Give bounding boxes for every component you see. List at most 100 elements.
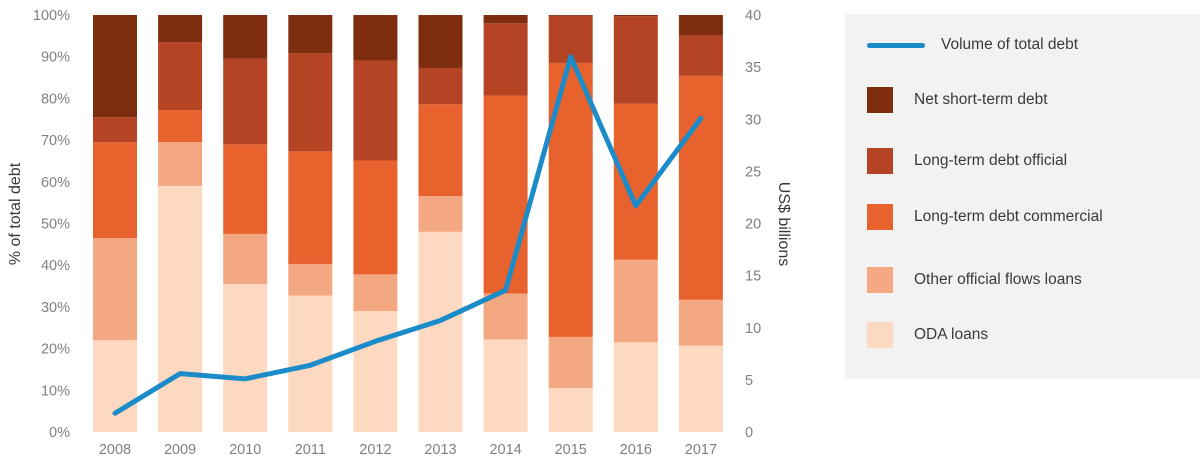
left-tick-label: 60% [41, 175, 70, 191]
bar-segment-2016-3 [613, 16, 658, 104]
right-tick-label: 0 [745, 425, 753, 441]
left-tick-label: 50% [41, 217, 70, 233]
x-tick-label: 2016 [620, 442, 652, 458]
bar-segment-2010-4 [223, 15, 268, 59]
bar-segment-2013-4 [418, 15, 463, 68]
bar-segment-2011-1 [288, 263, 333, 296]
bar-segment-2013-0 [418, 231, 463, 432]
legend-item-lt-commercial: Long-term debt commercial [867, 204, 1103, 230]
legend-swatch-oof-loans [867, 267, 893, 293]
bar-segment-2017-0 [678, 345, 723, 432]
x-tick-label: 2015 [555, 442, 587, 458]
left-tick-label: 100% [33, 8, 70, 24]
right-tick-label: 25 [745, 164, 761, 180]
x-tick-label: 2013 [424, 442, 456, 458]
x-tick-label: 2012 [359, 442, 391, 458]
chart: 0% 10% 20% 30% 40% 50% 60% 70% 80% 90% 100% 0 5 10 15 2… [7, 8, 792, 458]
x-tick-label: 2017 [685, 442, 717, 458]
bar-segment-2008-3 [93, 117, 137, 143]
legend-label-oof-loans: Other official flows loans [914, 271, 1082, 288]
bar-segment-2016-1 [613, 259, 658, 343]
bar-segment-2010-3 [223, 58, 268, 145]
bar-segment-2014-3 [483, 23, 528, 96]
bar-segment-2009-2 [158, 110, 203, 143]
bar-segment-2012-1 [353, 274, 398, 312]
left-tick-label: 90% [41, 50, 70, 66]
bar-segment-2013-2 [418, 104, 463, 196]
bar-segment-2017-4 [678, 15, 723, 36]
legend-item-net-short-term: Net short-term debt [867, 87, 1048, 113]
left-tick-label: 80% [41, 91, 70, 107]
volume-line [112, 54, 704, 416]
legend: Volume of total debt Net short-term debt… [845, 14, 1200, 379]
x-tick-label: 2010 [229, 442, 261, 458]
x-tick-label: 2009 [164, 442, 196, 458]
legend-item-oda-loans: ODA loans [867, 322, 988, 348]
right-tick-label: 5 [745, 373, 753, 389]
bar-segment-2014-1 [483, 293, 528, 340]
bar-segment-2012-3 [353, 60, 398, 161]
bar-segment-2009-3 [158, 42, 203, 111]
bars-layer [93, 15, 723, 432]
legend-label-net-short-term: Net short-term debt [914, 91, 1048, 108]
left-tick-label: 30% [41, 300, 70, 316]
bar-segment-2015-4 [548, 15, 593, 16]
bar-segment-2017-1 [678, 299, 723, 346]
legend-label-lt-official: Long-term debt official [914, 152, 1068, 169]
legend-swatch-oda-loans [867, 322, 893, 348]
line-layer [112, 54, 704, 416]
bar-segment-2011-2 [288, 151, 333, 264]
bar-segment-2009-4 [158, 15, 203, 43]
legend-label-oda-loans: ODA loans [914, 326, 989, 343]
bar-segment-2013-3 [418, 67, 463, 105]
right-tick-label: 20 [745, 217, 761, 233]
bar-segment-2012-0 [353, 311, 398, 432]
right-tick-label: 40 [745, 8, 761, 24]
bar-segment-2016-4 [613, 15, 658, 17]
bar-segment-2017-2 [678, 75, 723, 300]
left-axis-title: % of total debt [7, 162, 24, 265]
x-tick-label: 2011 [295, 442, 326, 458]
right-tick-label: 10 [745, 321, 761, 337]
bar-segment-2010-1 [223, 233, 268, 284]
axis-layer: 0% 10% 20% 30% 40% 50% 60% 70% 80% 90% 100% 0 5 10 15 2… [33, 8, 761, 458]
bar-segment-2008-0 [93, 340, 137, 432]
bar-segment-2009-1 [158, 142, 203, 186]
bar-segment-2010-2 [223, 144, 268, 234]
left-tick-label: 10% [41, 383, 70, 399]
bar-segment-2012-2 [353, 160, 398, 275]
bar-segment-2012-4 [353, 15, 398, 61]
bar-segment-2014-4 [483, 15, 528, 24]
bar-segment-2008-2 [93, 142, 137, 239]
bar-segment-2011-4 [288, 15, 333, 54]
x-tick-label: 2014 [489, 442, 521, 458]
legend-swatch-total-debt [867, 42, 925, 48]
bar-segment-2011-3 [288, 53, 333, 152]
bar-segment-2010-0 [223, 283, 268, 432]
legend-swatch-net-short-term [867, 87, 893, 113]
right-tick-label: 30 [745, 112, 761, 128]
right-tick-label: 35 [745, 60, 761, 76]
bar-segment-2009-0 [158, 185, 203, 432]
legend-swatch-lt-official [867, 148, 893, 174]
left-tick-label: 40% [41, 258, 70, 274]
left-tick-label: 70% [41, 133, 70, 149]
bar-segment-2013-1 [418, 195, 463, 232]
legend-item-total-debt: Volume of total debt [867, 36, 1078, 54]
legend-item-oof-loans: Other official flows loans [867, 267, 1082, 293]
legend-label-total-debt: Volume of total debt [941, 36, 1079, 53]
bar-segment-2015-0 [548, 388, 593, 432]
bar-segment-2015-1 [548, 336, 593, 389]
bar-segment-2008-1 [93, 238, 137, 341]
legend-item-lt-official: Long-term debt official [867, 148, 1067, 174]
x-tick-label: 2008 [99, 442, 131, 458]
left-tick-label: 0% [49, 425, 70, 441]
legend-label-lt-commercial: Long-term debt commercial [914, 208, 1103, 225]
bar-segment-2016-0 [613, 342, 658, 432]
right-tick-label: 15 [745, 269, 761, 285]
left-tick-label: 20% [41, 342, 70, 358]
bar-segment-2017-3 [678, 35, 723, 76]
bar-segment-2016-2 [613, 103, 658, 260]
legend-swatch-lt-commercial [867, 204, 893, 230]
right-axis-title: US$ billions [775, 182, 792, 266]
